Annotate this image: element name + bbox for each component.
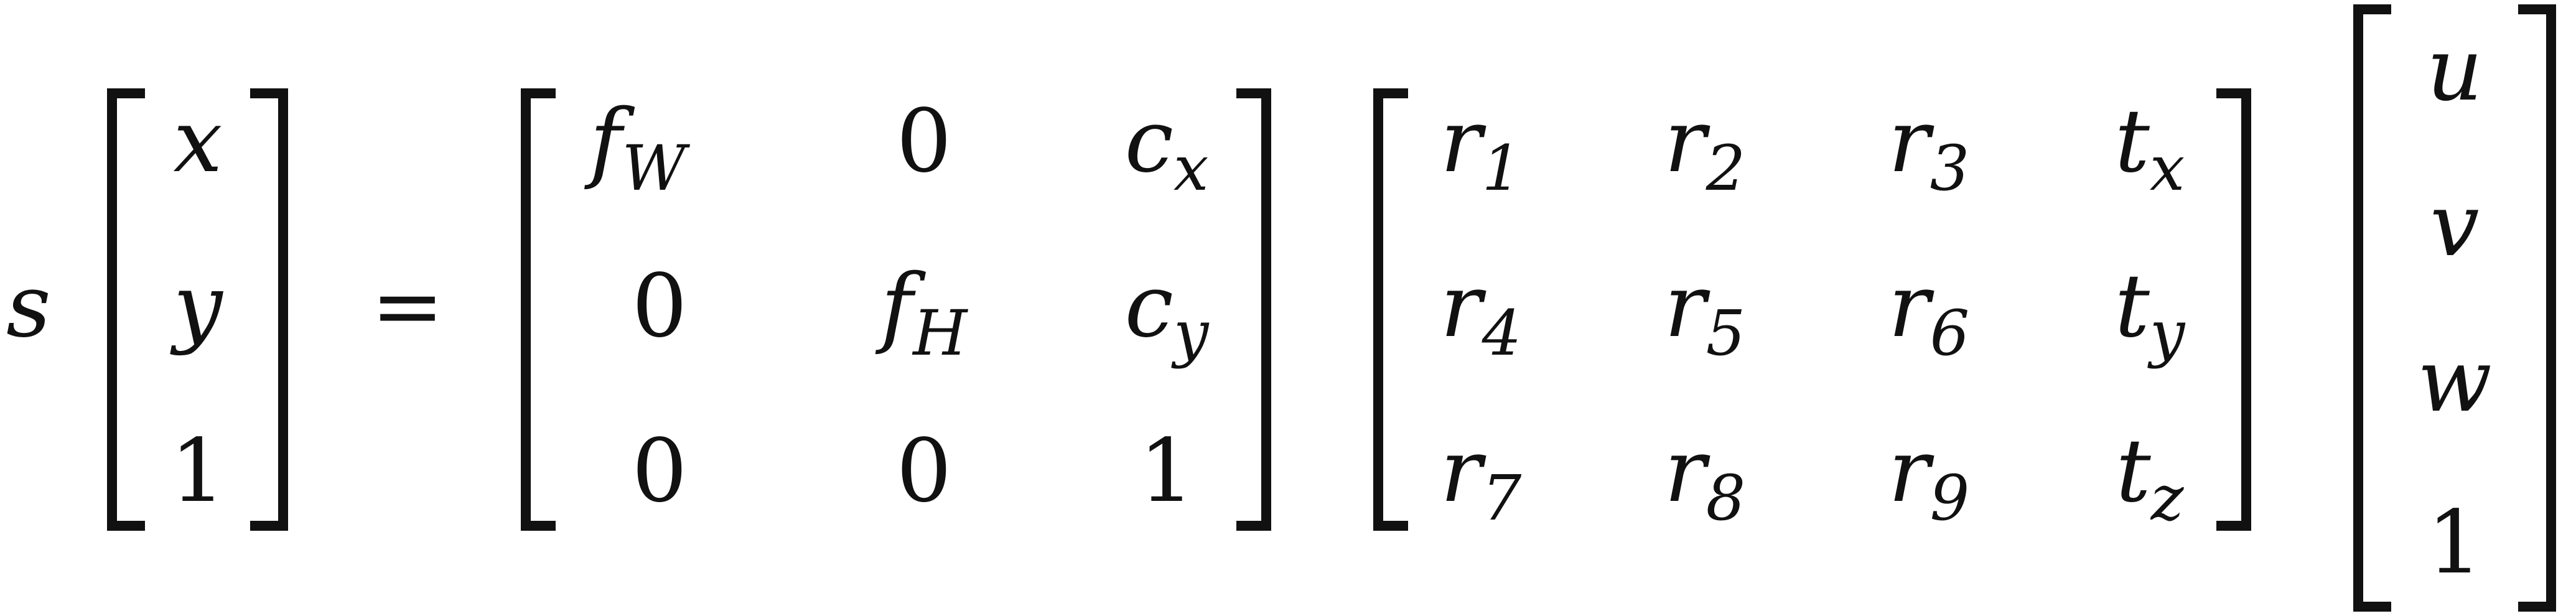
- k-20: 0: [632, 421, 687, 522]
- world-v: v: [2430, 175, 2479, 276]
- rt-r4: r4: [1440, 256, 1522, 370]
- lhs-right-bracket: [250, 88, 288, 531]
- rt-r6: r6: [1888, 256, 1970, 370]
- k-cy: cy: [1125, 256, 1210, 370]
- world-right-bracket: [2518, 4, 2556, 612]
- k-fw: fW: [584, 91, 691, 205]
- lhs-x: x: [174, 91, 223, 192]
- scalar-s: s: [6, 256, 51, 357]
- rt-r9: r9: [1888, 421, 1970, 534]
- k-22: 1: [1139, 421, 1194, 522]
- k-fh: fH: [875, 256, 968, 370]
- world-1: 1: [2427, 492, 2482, 594]
- rt-r2: r2: [1664, 91, 1746, 205]
- rt-r1: r1: [1440, 91, 1522, 205]
- rt-ty: ty: [2115, 256, 2186, 370]
- world-left-bracket: [2353, 4, 2391, 612]
- k-10: 0: [632, 256, 687, 357]
- k-21: 0: [896, 421, 951, 522]
- rt-r3: r3: [1888, 91, 1970, 205]
- rt-r8: r8: [1664, 421, 1746, 534]
- rt-r7: r7: [1440, 421, 1522, 534]
- intrinsic-right-bracket: [1236, 88, 1271, 531]
- lhs-left-bracket: [107, 88, 145, 531]
- world-u: u: [2427, 19, 2483, 121]
- extrinsic-left-bracket: [1373, 88, 1408, 531]
- k-01: 0: [896, 91, 951, 192]
- rt-r5: r5: [1664, 256, 1746, 370]
- equals-sign: =: [371, 256, 444, 357]
- extrinsic-right-bracket: [2216, 88, 2251, 531]
- lhs-y: y: [169, 256, 223, 357]
- lhs-1: 1: [170, 421, 225, 522]
- k-cx: cx: [1125, 91, 1209, 205]
- world-w: w: [2417, 330, 2492, 432]
- intrinsic-left-bracket: [521, 88, 556, 531]
- rt-tz: tz: [2116, 421, 2185, 534]
- rt-tx: tx: [2115, 91, 2185, 205]
